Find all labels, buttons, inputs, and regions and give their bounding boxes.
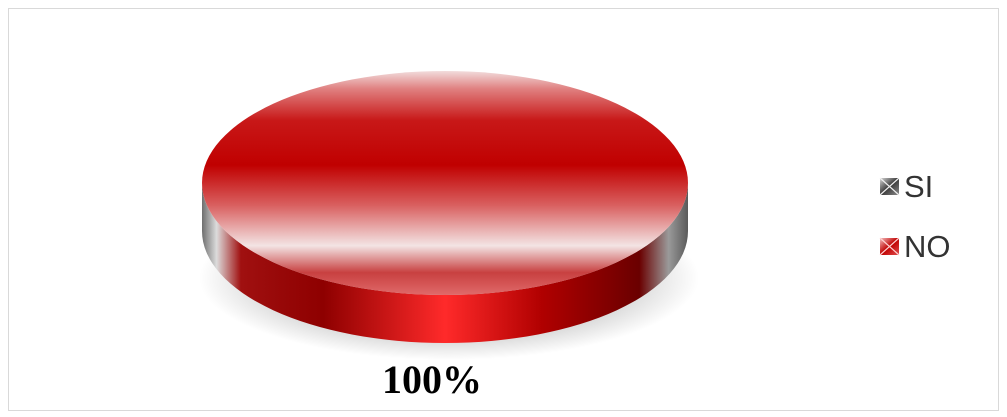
pie-slice-no-side [202, 183, 688, 343]
legend-label-no: NO [904, 229, 951, 264]
data-label-no: 100% [382, 357, 482, 402]
legend-label-si: SI [904, 169, 933, 204]
legend: SI NO [879, 169, 951, 264]
legend-item-si: SI [879, 169, 933, 204]
legend-swatch-si-bevel [879, 177, 900, 196]
legend-swatch-no-bevel [879, 237, 900, 256]
legend-item-no: NO [879, 229, 951, 264]
pie-slice-no [202, 71, 688, 295]
